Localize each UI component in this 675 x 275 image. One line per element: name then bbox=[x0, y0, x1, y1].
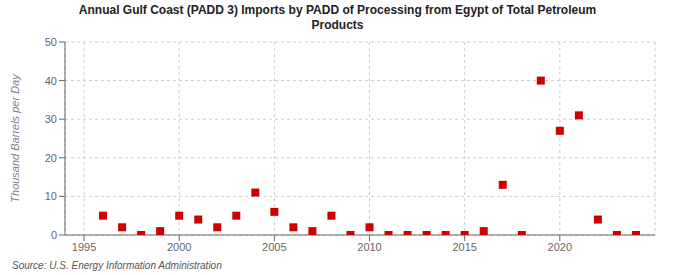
svg-text:50: 50 bbox=[45, 36, 57, 48]
svg-text:2000: 2000 bbox=[167, 241, 191, 253]
svg-text:Thousand Barrels per Day: Thousand Barrels per Day bbox=[9, 73, 21, 203]
svg-text:2010: 2010 bbox=[357, 241, 381, 253]
html-text:Source: U.S. Energy Informatio: Source: U.S. Energy Information Administ… bbox=[12, 260, 222, 271]
svg-text:1995: 1995 bbox=[72, 241, 96, 253]
svg-text:40: 40 bbox=[45, 75, 57, 87]
svg-text:20: 20 bbox=[45, 152, 57, 164]
html-text:Products: Products bbox=[311, 18, 364, 32]
html-text:Annual Gulf Coast (PADD 3) Imp: Annual Gulf Coast (PADD 3) Imports by PA… bbox=[78, 3, 597, 17]
svg-text:10: 10 bbox=[45, 190, 57, 202]
svg-text:30: 30 bbox=[45, 113, 57, 125]
svg-text:0: 0 bbox=[51, 229, 57, 241]
svg-text:2015: 2015 bbox=[452, 241, 476, 253]
svg-text:2020: 2020 bbox=[548, 241, 572, 253]
svg-text:2005: 2005 bbox=[262, 241, 286, 253]
